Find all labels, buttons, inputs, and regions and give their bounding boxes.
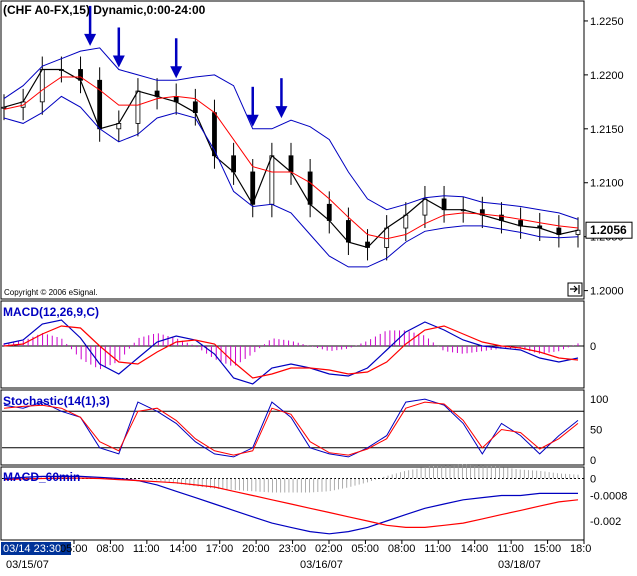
price-candle-body <box>345 220 351 243</box>
price-candle-body <box>97 79 103 130</box>
price-candle-body <box>1 106 7 109</box>
price-candle-body <box>326 203 332 221</box>
time-tick-label: 20:00 <box>242 543 270 555</box>
time-tick-label: 14:00 <box>461 543 489 555</box>
price-panel: 1.22501.22001.21501.21001.20501.20001.20… <box>1 5 633 298</box>
macd60-series-signal <box>3 477 579 529</box>
time-tick-label: 11:00 <box>497 543 524 555</box>
time-tick-label: 08:00 <box>388 543 416 555</box>
price-candle-body <box>384 227 390 248</box>
arrow-head <box>112 55 125 68</box>
copyright-text: Copyright © 2006 eSignal. <box>4 288 98 297</box>
price-series-upper-band <box>3 47 579 220</box>
time-tick-label: 17:00 <box>206 543 234 555</box>
time-tick-label: 11:00 <box>424 543 451 555</box>
price-tick-label: 1.2100 <box>590 178 624 190</box>
time-tick-label: 05:00 <box>60 543 88 555</box>
scroll-end-icon[interactable] <box>567 282 583 297</box>
arrow-head <box>170 66 183 79</box>
price-candle-body <box>135 90 141 124</box>
date-label: 03/16/07 <box>300 559 343 571</box>
macd-zero-label: 0 <box>590 341 596 353</box>
macd60-tick-label: 0 <box>590 474 596 486</box>
time-tick-label: 15:00 <box>534 543 562 555</box>
price-chart-title: (CHF A0-FX,15) Dynamic,0:00-24:00 <box>3 3 206 17</box>
macd60-current-value-label: -0.0008 <box>590 491 627 503</box>
time-start-label: 03/14 23:30 <box>3 543 61 555</box>
stochastic-title: Stochastic(14(1),3) <box>3 394 110 408</box>
price-candle-body <box>422 198 428 216</box>
price-series-moving-average <box>3 76 579 240</box>
macd60-title: MACD_60min <box>3 470 80 484</box>
price-candle-body <box>78 69 83 81</box>
down-arrow-icon <box>112 27 125 68</box>
time-tick-label: 23:00 <box>279 543 307 555</box>
stochastic-panel: 100 50 0 <box>2 394 608 467</box>
time-tick-label: 05:00 <box>351 543 379 555</box>
macd60-tick-label: -0.002 <box>590 516 621 528</box>
arrow-head <box>84 33 97 46</box>
stochastic-series-%D <box>3 401 579 456</box>
price-candle-body <box>192 101 198 114</box>
price-tick-label: 1.2150 <box>590 124 624 136</box>
date-label: 03/18/07 <box>498 559 541 571</box>
price-tick-label: 1.2250 <box>590 16 624 28</box>
macd-panel-frame <box>0 300 585 389</box>
time-start-box <box>1 542 71 555</box>
down-arrow-icon <box>170 38 183 79</box>
price-candle-body <box>212 112 217 157</box>
macd-title: MACD(12,26,9,C) <box>3 305 99 319</box>
price-panel-frame <box>0 0 585 300</box>
price-series-lower-band <box>3 95 579 268</box>
time-tick-label: 18:0 <box>570 543 591 555</box>
time-tick-label: 08:00 <box>96 543 124 555</box>
current-price-box <box>585 221 633 239</box>
macd-series-MACD <box>3 319 579 385</box>
down-arrow-icon <box>275 78 288 119</box>
price-candle-body <box>403 214 409 229</box>
price-candle-body <box>269 155 275 205</box>
price-candle-body <box>441 198 447 211</box>
stochastic-series-%K <box>3 398 579 458</box>
arrow-head <box>246 114 259 127</box>
macd60-series-MACD <box>3 475 578 535</box>
price-tick-label: 1.2200 <box>590 70 624 82</box>
price-tick-label: 1.2000 <box>590 286 624 298</box>
stochastic-tick-label: 0 <box>590 455 596 467</box>
price-candle-body <box>39 69 45 103</box>
price-candle-body <box>288 155 294 173</box>
time-tick-label: 11:00 <box>133 543 160 555</box>
stochastic-tick-label: 50 <box>590 425 602 437</box>
down-arrow-icon <box>246 86 259 127</box>
down-arrow-icon <box>84 5 97 46</box>
macd-series-signal <box>3 325 579 379</box>
price-candle-body <box>307 171 313 205</box>
date-label: 03/15/07 <box>6 559 49 571</box>
price-candle-body <box>231 155 237 173</box>
macd60-panel: 0 -0.002 -0.0008 <box>2 464 627 535</box>
stochastic-panel-frame <box>0 389 585 466</box>
time-tick-label: 14:00 <box>169 543 197 555</box>
arrow-head <box>275 106 288 119</box>
time-tick-label: 02:00 <box>315 543 343 555</box>
current-price-label: 1.2056 <box>590 223 627 237</box>
macd-panel: 0 <box>2 319 596 385</box>
stochastic-tick-label: 100 <box>590 394 608 406</box>
